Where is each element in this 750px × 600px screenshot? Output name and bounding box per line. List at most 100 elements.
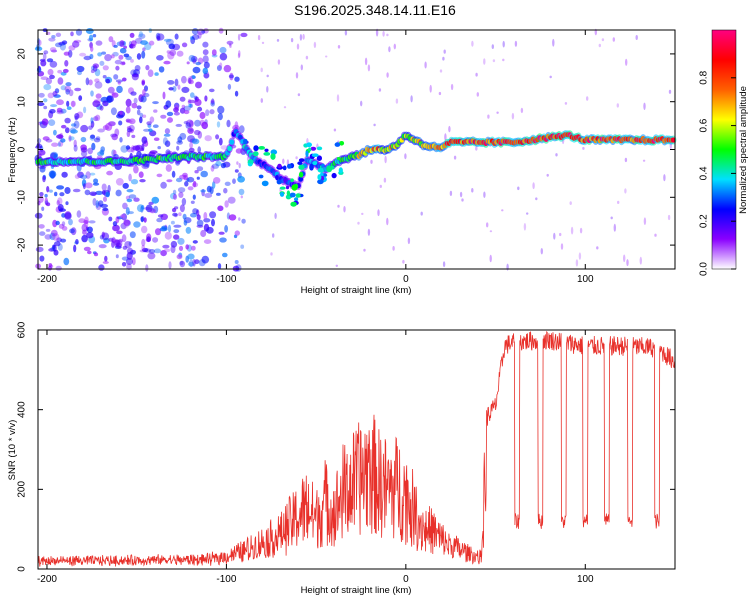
noise-speckle — [302, 33, 305, 40]
noise-speckle — [177, 237, 185, 245]
noise-speckle — [194, 129, 201, 136]
noise-speckle — [219, 237, 227, 243]
noise-speckle — [200, 170, 208, 178]
noise-speckle — [73, 120, 80, 129]
noise-speckle — [140, 95, 147, 103]
noise-speckle — [49, 232, 56, 241]
noise-speckle — [70, 31, 74, 37]
noise-speckle — [560, 243, 564, 250]
noise-speckle — [56, 99, 64, 106]
noise-speckle — [125, 207, 130, 216]
noise-speckle — [325, 55, 328, 58]
noise-speckle — [190, 36, 195, 40]
noise-speckle — [520, 107, 524, 114]
noise-speckle — [489, 254, 492, 263]
noise-speckle — [157, 146, 161, 150]
noise-speckle — [104, 255, 108, 262]
noise-speckle — [59, 132, 64, 139]
scatter-blob — [316, 146, 323, 151]
noise-speckle — [48, 189, 53, 193]
x-tick-label: -200 — [37, 274, 57, 285]
noise-speckle — [156, 33, 165, 41]
noise-speckle — [80, 124, 89, 133]
noise-speckle — [170, 240, 178, 248]
noise-speckle — [57, 77, 64, 85]
noise-speckle — [140, 204, 145, 210]
noise-speckle — [190, 55, 198, 63]
noise-speckle — [130, 59, 134, 63]
noise-speckle — [163, 38, 172, 42]
noise-speckle — [204, 135, 212, 142]
y-tick-label: -10 — [17, 190, 28, 205]
noise-speckle — [136, 204, 145, 213]
noise-speckle — [83, 55, 92, 61]
noise-speckle — [194, 119, 201, 127]
noise-speckle — [487, 114, 490, 119]
noise-speckle — [56, 200, 60, 206]
noise-speckle — [39, 166, 46, 173]
noise-speckle — [75, 28, 83, 36]
noise-speckle — [52, 233, 60, 241]
noise-speckle — [227, 196, 236, 204]
noise-speckle — [335, 264, 338, 267]
noise-speckle — [192, 194, 196, 200]
noise-speckle — [654, 233, 657, 237]
noise-speckle — [93, 116, 99, 122]
noise-speckle — [71, 100, 76, 108]
noise-speckle — [123, 53, 130, 58]
x-tick-label: -200 — [37, 574, 57, 585]
noise-speckle — [173, 224, 182, 228]
noise-speckle — [60, 108, 67, 114]
noise-speckle — [70, 100, 77, 107]
noise-speckle — [282, 158, 285, 165]
noise-speckle — [92, 182, 100, 186]
noise-speckle — [37, 102, 45, 107]
noise-speckle — [131, 102, 138, 109]
noise-speckle — [491, 44, 494, 49]
snr-panel: -200 -100 0 100 0 200 400 600 Height of straig… — [7, 321, 676, 596]
colorbar-tick-label: 0.6 — [699, 118, 710, 132]
noise-speckle — [48, 37, 56, 42]
noise-speckle — [218, 27, 224, 34]
colorbar-tick-label: 0.0 — [699, 262, 710, 276]
noise-speckle — [663, 174, 666, 182]
noise-speckle — [144, 85, 148, 92]
x-tick-label: -100 — [216, 274, 236, 285]
noise-speckle — [141, 143, 145, 152]
noise-speckle — [65, 127, 70, 134]
noise-speckle — [209, 109, 215, 115]
noise-speckle — [361, 212, 364, 215]
noise-speckle — [111, 240, 115, 248]
noise-speckle — [153, 109, 158, 113]
noise-speckle — [514, 40, 518, 47]
noise-speckle — [382, 30, 385, 37]
noise-speckle — [115, 178, 124, 186]
noise-speckle — [300, 64, 303, 71]
noise-speckle — [235, 148, 243, 154]
noise-speckle — [74, 113, 80, 120]
noise-speckle — [50, 151, 58, 158]
scatter-blob — [248, 159, 254, 164]
scatter-blob — [326, 165, 333, 173]
noise-speckle — [118, 238, 124, 243]
noise-speckle — [209, 88, 215, 93]
noise-speckle — [73, 139, 77, 148]
noise-speckle — [53, 129, 57, 136]
noise-speckle — [449, 190, 453, 196]
noise-speckle — [623, 254, 626, 263]
noise-speckle — [126, 189, 134, 193]
noise-speckle — [64, 187, 71, 194]
noise-speckle — [461, 198, 464, 202]
noise-speckle — [178, 212, 182, 217]
noise-speckle — [113, 74, 119, 80]
noise-speckle — [223, 64, 232, 73]
noise-speckle — [142, 114, 147, 118]
noise-speckle — [570, 226, 574, 235]
noise-speckle — [492, 59, 496, 63]
noise-speckle — [175, 177, 183, 183]
noise-speckle — [183, 110, 190, 115]
noise-speckle — [76, 210, 82, 218]
noise-speckle — [95, 136, 101, 141]
noise-speckle — [187, 186, 194, 191]
noise-speckle — [47, 92, 54, 99]
